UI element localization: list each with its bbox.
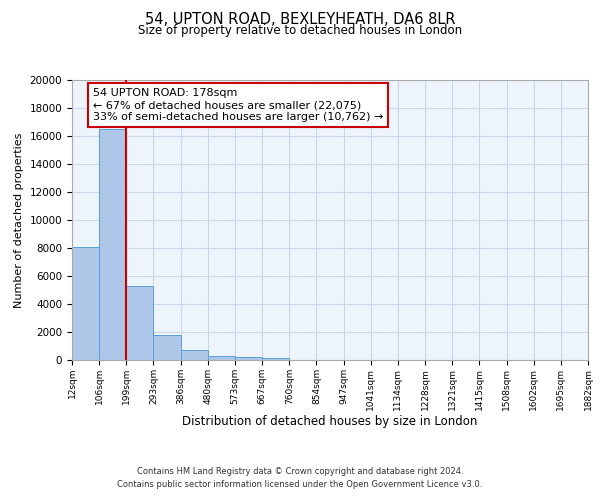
Y-axis label: Number of detached properties: Number of detached properties — [14, 132, 24, 308]
Text: Size of property relative to detached houses in London: Size of property relative to detached ho… — [138, 24, 462, 37]
Text: Contains public sector information licensed under the Open Government Licence v3: Contains public sector information licen… — [118, 480, 482, 489]
Bar — [181, 350, 208, 360]
X-axis label: Distribution of detached houses by size in London: Distribution of detached houses by size … — [182, 416, 478, 428]
Bar — [127, 286, 154, 360]
Text: Contains HM Land Registry data © Crown copyright and database right 2024.: Contains HM Land Registry data © Crown c… — [137, 467, 463, 476]
Bar — [235, 357, 262, 360]
Bar — [208, 356, 235, 360]
Bar — [99, 129, 127, 360]
Bar — [72, 246, 99, 360]
Text: 54, UPTON ROAD, BEXLEYHEATH, DA6 8LR: 54, UPTON ROAD, BEXLEYHEATH, DA6 8LR — [145, 12, 455, 28]
Bar — [154, 335, 181, 360]
Text: 54 UPTON ROAD: 178sqm
← 67% of detached houses are smaller (22,075)
33% of semi-: 54 UPTON ROAD: 178sqm ← 67% of detached … — [92, 88, 383, 122]
Bar — [262, 358, 289, 360]
